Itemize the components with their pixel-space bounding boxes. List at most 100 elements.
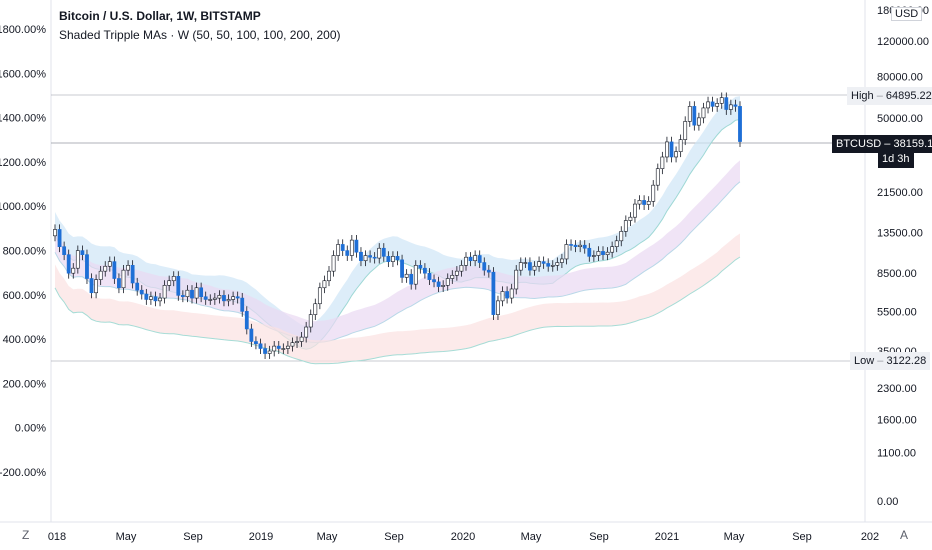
candle-body xyxy=(299,336,304,342)
left-axis-tick: 1600.00% xyxy=(0,68,46,80)
candle-body xyxy=(619,231,624,242)
auto-scale-toggle[interactable]: A xyxy=(900,528,909,542)
candle-body xyxy=(295,341,299,343)
candle-body xyxy=(395,256,400,261)
candle-body xyxy=(422,267,427,274)
left-axis-tick: 0.00% xyxy=(15,423,46,435)
candle-body xyxy=(231,296,236,300)
left-axis-tick: 200.00% xyxy=(3,378,47,390)
candle-body xyxy=(304,326,309,338)
candle-body xyxy=(285,345,290,349)
candle-body xyxy=(121,269,126,289)
ma-band xyxy=(55,160,740,343)
left-axis-tick: 400.00% xyxy=(3,334,47,346)
candle-body xyxy=(587,247,592,257)
candle-body xyxy=(733,104,738,107)
high-marker: High – 64895.22 xyxy=(847,87,932,105)
last-price-value: 38159.13 xyxy=(893,138,932,150)
candle-body xyxy=(290,342,295,347)
right-axis-tick: 120000.00 xyxy=(877,36,929,48)
x-axis-tick: 2020 xyxy=(451,531,475,543)
candle-body xyxy=(660,156,665,169)
candle-body xyxy=(550,265,555,267)
candle-body xyxy=(505,291,510,299)
candle-body xyxy=(633,203,637,218)
left-axis-tick: 1400.00% xyxy=(0,113,46,125)
x-axis-tick: May xyxy=(724,531,745,543)
candle-body xyxy=(336,244,341,256)
candle-body xyxy=(171,276,176,282)
candle-body xyxy=(692,106,697,126)
candle-body xyxy=(651,184,656,202)
candle-body xyxy=(340,244,345,251)
candle-body xyxy=(368,255,373,258)
right-axis-tick: 21500.00 xyxy=(877,187,923,199)
candle-body xyxy=(459,265,464,272)
candle-body xyxy=(308,314,313,328)
candle-body xyxy=(564,244,569,260)
candle-body xyxy=(180,295,185,298)
candle-body xyxy=(418,265,423,269)
candle-body xyxy=(258,343,263,349)
candle-body xyxy=(208,299,213,301)
candle-body xyxy=(377,247,382,259)
x-axis-tick: May xyxy=(521,531,542,543)
candle-body xyxy=(610,246,615,253)
candle-body xyxy=(85,254,89,279)
candle-body xyxy=(276,345,281,349)
indicator-legend[interactable]: Shaded Tripple MAs · W (50, 50, 100, 100… xyxy=(59,28,341,42)
candle-body xyxy=(496,300,500,315)
ma-band xyxy=(55,96,740,350)
candle-body xyxy=(614,240,619,248)
candle-body xyxy=(605,251,610,255)
candle-body xyxy=(441,285,446,287)
candle-body xyxy=(724,97,729,110)
candle-body xyxy=(272,345,277,352)
x-axis-tick: Sep xyxy=(384,531,404,543)
candle-body xyxy=(281,348,286,350)
candle-body xyxy=(135,282,140,291)
candle-body xyxy=(71,267,76,274)
left-axis-tick: 1000.00% xyxy=(0,201,46,213)
candle-body xyxy=(139,289,144,295)
log-scale-toggle[interactable]: Z xyxy=(22,528,30,542)
candle-body xyxy=(267,350,272,354)
right-axis-tick: 5500.00 xyxy=(877,306,917,318)
candle-body xyxy=(674,151,678,158)
candle-body xyxy=(477,255,482,263)
candle-body xyxy=(728,104,733,110)
candle-body xyxy=(226,299,231,302)
candle-body xyxy=(75,250,80,269)
candle-body xyxy=(112,261,117,279)
candle-body xyxy=(473,255,478,262)
candle-body xyxy=(153,296,158,302)
candle-body xyxy=(710,101,715,107)
low-marker: Low – 3122.28 xyxy=(850,352,931,370)
currency-label[interactable]: USD xyxy=(891,7,923,21)
x-axis-tick: Sep xyxy=(183,531,203,543)
low-label: Low xyxy=(854,355,875,367)
candle-body xyxy=(601,251,605,255)
right-axis-tick: 8500.00 xyxy=(877,268,917,280)
candle-body xyxy=(354,239,359,253)
candle-body xyxy=(687,106,692,122)
candle-body xyxy=(391,256,395,262)
right-axis-tick: 1100.00 xyxy=(877,447,916,459)
candle-body xyxy=(450,274,455,279)
candle-body xyxy=(235,296,240,299)
right-axis-tick: 0.00 xyxy=(877,496,898,508)
candle-body xyxy=(482,262,487,271)
candle-body xyxy=(582,244,587,249)
candle-body xyxy=(254,341,258,345)
x-axis-tick: Sep xyxy=(589,531,609,543)
candle-body xyxy=(66,254,71,274)
right-axis-tick: 80000.00 xyxy=(877,72,923,84)
candle-body xyxy=(573,244,578,248)
candle-body xyxy=(212,297,217,300)
ma-band xyxy=(55,233,740,364)
candle-body xyxy=(62,246,67,255)
candle-body xyxy=(427,272,432,280)
left-axis-tick: 600.00% xyxy=(3,290,47,302)
candle-body xyxy=(468,256,473,262)
